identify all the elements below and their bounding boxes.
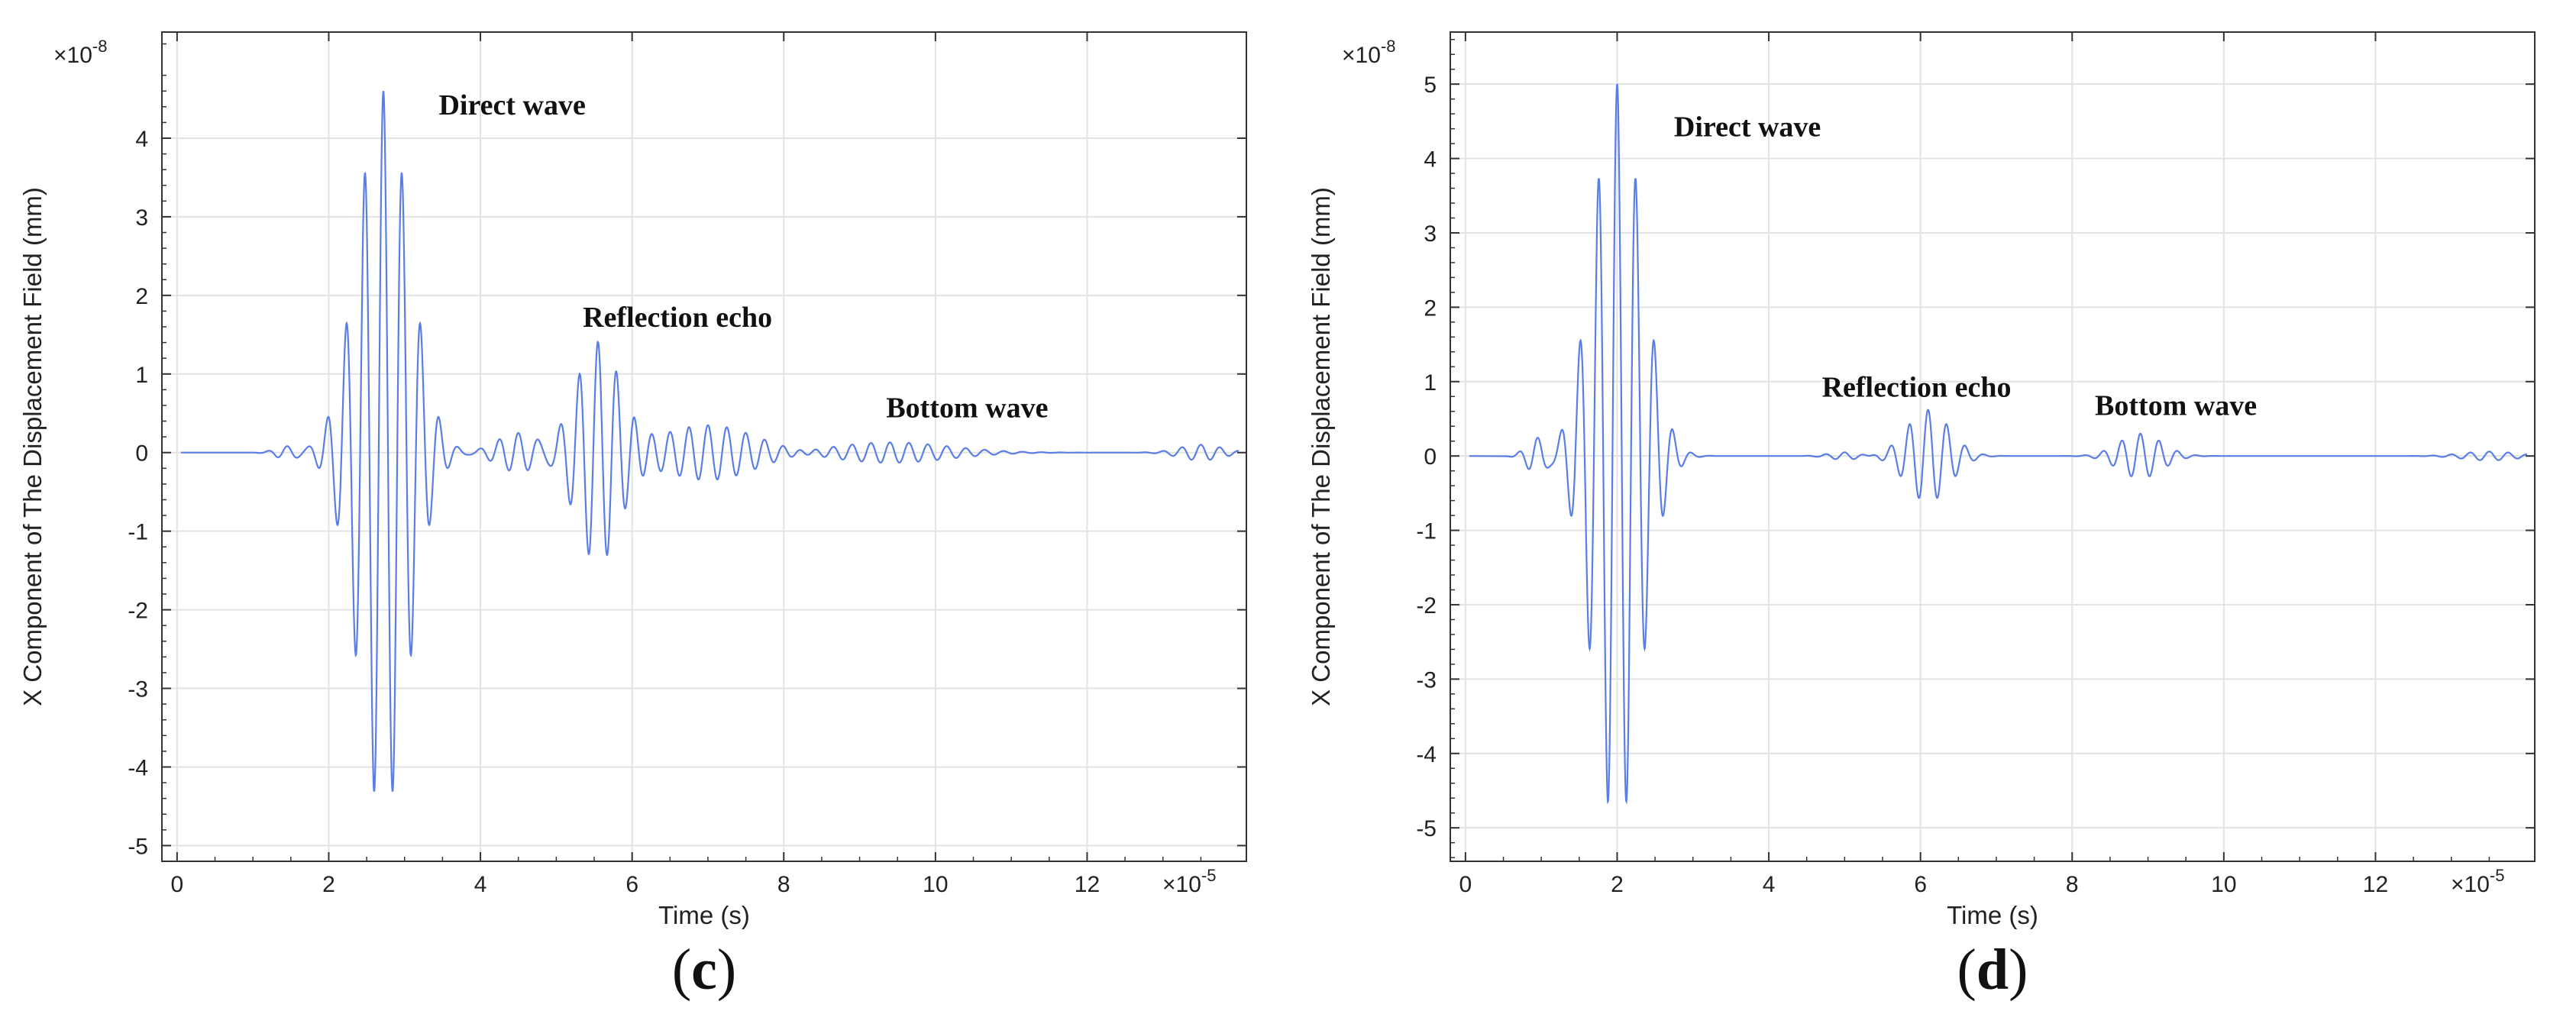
y-tick-label: 0 — [1424, 444, 1437, 470]
y-tick-label: 3 — [135, 205, 148, 231]
y-tick-label: 0 — [135, 441, 148, 467]
y-tick-label: -5 — [128, 834, 148, 859]
y-tick-label: 5 — [1424, 73, 1437, 98]
chart-panel-c: 0 2 4 6 8 10 12 -5 -4 -3 -2 -1 0 1 2 3 4 ×10-8 ×10-5 Time (… — [18, 31, 1247, 1002]
x-tick-label: 8 — [2066, 872, 2079, 897]
y-tick-label: 1 — [1424, 370, 1437, 396]
annotation-label: Reflection echo — [1822, 371, 2012, 403]
x-tick-label: 12 — [2363, 872, 2388, 897]
y-tick-label: -4 — [1416, 742, 1437, 767]
chart-d-svg: 0 2 4 6 8 10 12-5-4-3-2-1012345×10-8×10-5Time … — [1307, 31, 2536, 1002]
x-multiplier: ×10-5 — [2451, 866, 2504, 897]
x-tick-label: 10 — [2211, 872, 2236, 897]
chart-panel-d: 0 2 4 6 8 10 12 -5 -4 -3 -2 -1 0 1 2 3 4 5 ×10-8 ×10-5 Time … — [1288, 0, 2576, 1027]
x-tick-label: 2 — [1611, 872, 1624, 897]
x-tick-label: 8 — [777, 872, 790, 897]
plot-frame — [161, 31, 1247, 862]
annotation-label: Reflection echo — [583, 302, 772, 334]
plot-frame — [1450, 31, 2536, 862]
y-tick-label: -3 — [1416, 667, 1437, 693]
y-axis-title: X Component of The Displacement Field (m… — [1307, 187, 1335, 706]
y-multiplier: ×10-8 — [53, 37, 107, 68]
x-axis-title: Time (s) — [1947, 901, 2038, 929]
y-tick-label: -1 — [1416, 519, 1437, 544]
x-tick-label: 4 — [1763, 872, 1776, 897]
waveform-line — [1469, 83, 2527, 805]
x-tick-label: 6 — [1914, 872, 1927, 897]
x-tick-label: 6 — [625, 872, 638, 897]
annotation-label: Bottom wave — [886, 392, 1048, 424]
waveform-line — [180, 91, 1240, 792]
x-axis-title: Time (s) — [658, 901, 750, 929]
y-tick-label: -1 — [128, 520, 148, 545]
y-axis-title: X Component of The Displacement Field (m… — [18, 187, 47, 706]
panel-label: (c) — [672, 938, 736, 1002]
annotation-label: Direct wave — [1674, 111, 1821, 143]
y-multiplier: ×10-8 — [1342, 37, 1395, 68]
annotation-label: Direct wave — [438, 89, 585, 121]
annotation-label: Bottom wave — [2095, 390, 2257, 422]
x-multiplier: ×10-5 — [1162, 866, 1216, 897]
y-tick-label: 4 — [1424, 147, 1437, 173]
x-tick-label: 10 — [923, 872, 948, 897]
y-tick-label: -5 — [1416, 816, 1437, 841]
y-tick-label: -3 — [128, 677, 148, 702]
y-tick-label: 2 — [1424, 296, 1437, 321]
y-tick-label: -2 — [128, 599, 148, 624]
y-tick-label: 3 — [1424, 221, 1437, 247]
panel-label: (d) — [1957, 938, 2028, 1002]
y-tick-label: 4 — [135, 127, 148, 152]
x-tick-label: 4 — [474, 872, 487, 897]
x-tick-label: 2 — [322, 872, 335, 897]
y-tick-label: -2 — [1416, 593, 1437, 618]
y-tick-label: 1 — [135, 363, 148, 388]
x-tick-label: 12 — [1075, 872, 1100, 897]
x-tick-label: 0 — [1459, 872, 1472, 897]
y-tick-label: -4 — [128, 755, 148, 780]
y-tick-label: 2 — [135, 284, 148, 309]
x-tick-label: 0 — [171, 872, 184, 897]
